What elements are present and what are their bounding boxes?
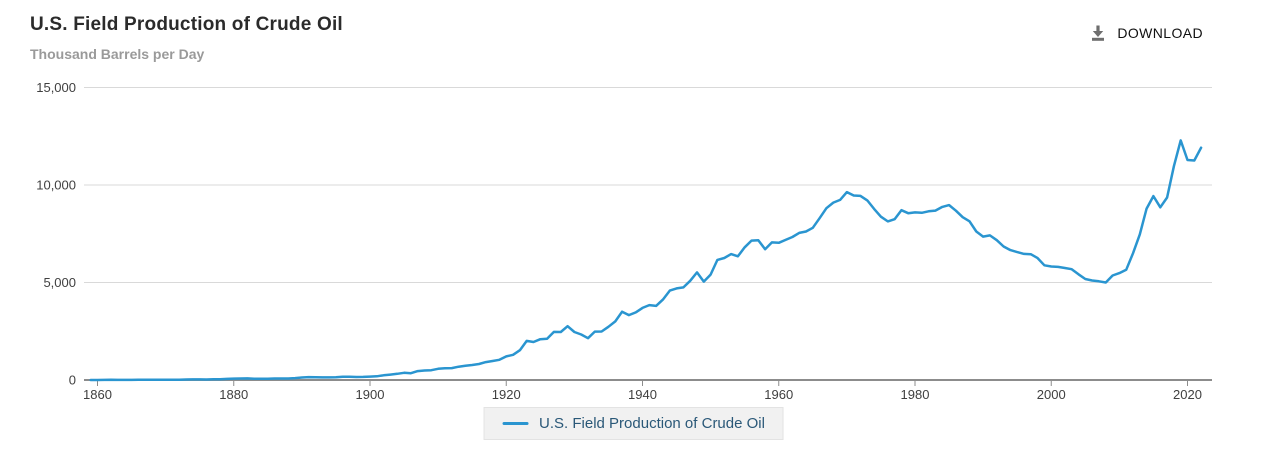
download-button-label: DOWNLOAD xyxy=(1117,25,1203,41)
x-tick-label: 1880 xyxy=(219,387,248,402)
legend-line-swatch xyxy=(502,422,529,425)
y-tick-label: 15,000 xyxy=(36,80,76,95)
y-tick-label: 0 xyxy=(69,373,76,388)
y-tick-label: 5,000 xyxy=(43,275,76,290)
x-tick-label: 1960 xyxy=(764,387,793,402)
x-tick-label: 2020 xyxy=(1173,387,1202,402)
x-tick-label: 1860 xyxy=(83,387,112,402)
chart-subtitle: Thousand Barrels per Day xyxy=(30,46,205,62)
x-tick-label: 1900 xyxy=(356,387,385,402)
series-line[interactable] xyxy=(89,139,1203,382)
x-tick-label: 1940 xyxy=(628,387,657,402)
legend[interactable]: U.S. Field Production of Crude Oil xyxy=(483,407,784,440)
download-button[interactable]: DOWNLOAD xyxy=(1085,22,1207,44)
x-tick-label: 1920 xyxy=(492,387,521,402)
x-tick-label: 2000 xyxy=(1037,387,1066,402)
download-icon xyxy=(1092,25,1105,41)
y-tick-label: 10,000 xyxy=(36,178,76,193)
legend-label: U.S. Field Production of Crude Oil xyxy=(539,415,765,432)
x-tick-label: 1980 xyxy=(901,387,930,402)
chart-title: U.S. Field Production of Crude Oil xyxy=(30,14,343,35)
